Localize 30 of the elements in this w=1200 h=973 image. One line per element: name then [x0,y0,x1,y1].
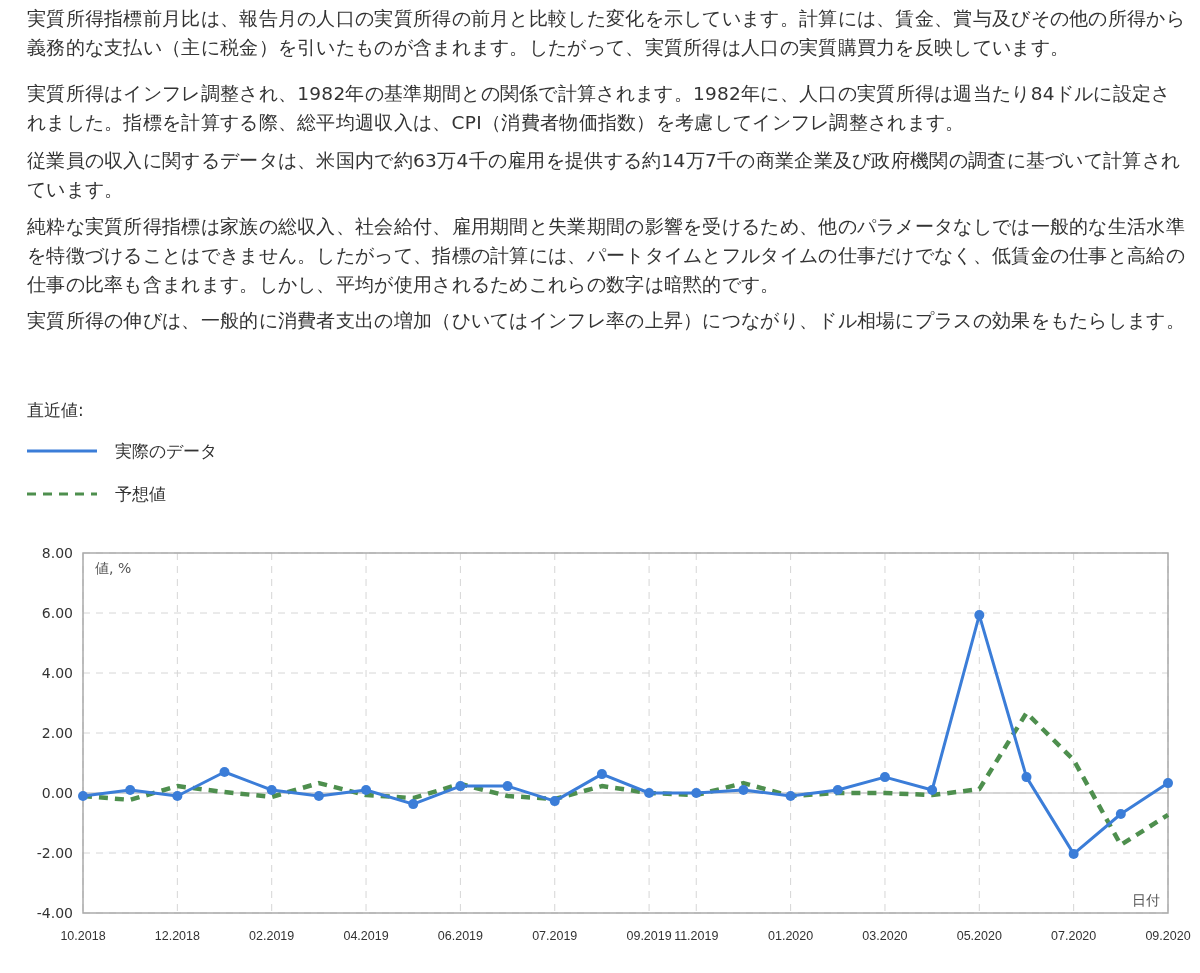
text: 従業員の収入に関するデータは、米国内で約63万4千の雇用を提供する約14万7千の商業企業及び政府機関の調査に基づいて計算されています。 [27,149,1182,202]
x-tick-label: 06.2019 [437,929,484,943]
x-tick-label: 03.2020 [862,929,908,943]
y-tick-label: 4.00 [41,665,73,681]
y-tick-label: 8.00 [41,545,73,561]
x-tick-label: 09.2020 [1145,929,1191,943]
text: 純粋な実質所得指標は家族の総収入、社会給付、雇用期間と失業期間の影響を受けるため、他のパラメータなしでは一般的な生活水準を特徴づけることはできません。したがって、指標の計算には、パートタイムとフルタイムの仕事だけでなく、低賃金の仕事と高給の仕事の比率も含まれます。しかし、平均が使用されるためこれらの数字は暗黙的です。 [27,215,1186,297]
legend-label: 予想値 [115,484,166,504]
x-tick-label: 12.2018 [154,929,200,943]
x-tick-label: 07.2019 [532,929,578,943]
y-tick-label: -2.00 [36,845,73,861]
x-tick-label: 01.2020 [768,929,814,943]
x-tick-label: 07.2020 [1051,929,1097,943]
x-tick-label: 04.2019 [343,929,389,943]
x-tick-label: 10.2018 [60,929,106,943]
text: 実質所得はインフレ調整され、1982年の基準期間との関係で計算されます。1982年に、人口の実質所得は週当たり84ドルに設定されました。指標を計算する際、総平均週収入は、CPI（消費者物価指数）を考慮してインフレ調整されます。 [27,82,1172,135]
x-axis-title: 日付 [1132,892,1160,908]
x-tick-label: 09.2019 [626,929,672,943]
y-tick-label: 0.00 [41,785,73,801]
y-tick-label: 6.00 [41,605,73,621]
text: 実質所得指標前月比は、報告月の人口の実質所得の前月と比較した変化を示しています。計算には、賃金、賞与及びその他の所得から義務的な支払い（主に税金）を引いたものが含まれます。したがって、実質所得は人口の実質購買力を反映しています。 [27,7,1186,60]
x-tick-label: 11.2019 [674,929,719,943]
y-tick-label: 2.00 [41,725,73,741]
x-tick-label: 05.2020 [956,929,1002,943]
text: 実質所得の伸びは、一般的に消費者支出の増加（ひいてはインフレ率の上昇）につながり、ドル相場にプラスの効果をもたらします。 [27,309,1186,333]
y-tick-label: -4.00 [36,905,73,921]
legend-label: 実際のデータ [115,441,217,461]
legend-title: 直近値: [27,400,84,420]
y-axis-title: 値, % [95,560,132,576]
x-tick-label: 02.2019 [249,929,295,943]
